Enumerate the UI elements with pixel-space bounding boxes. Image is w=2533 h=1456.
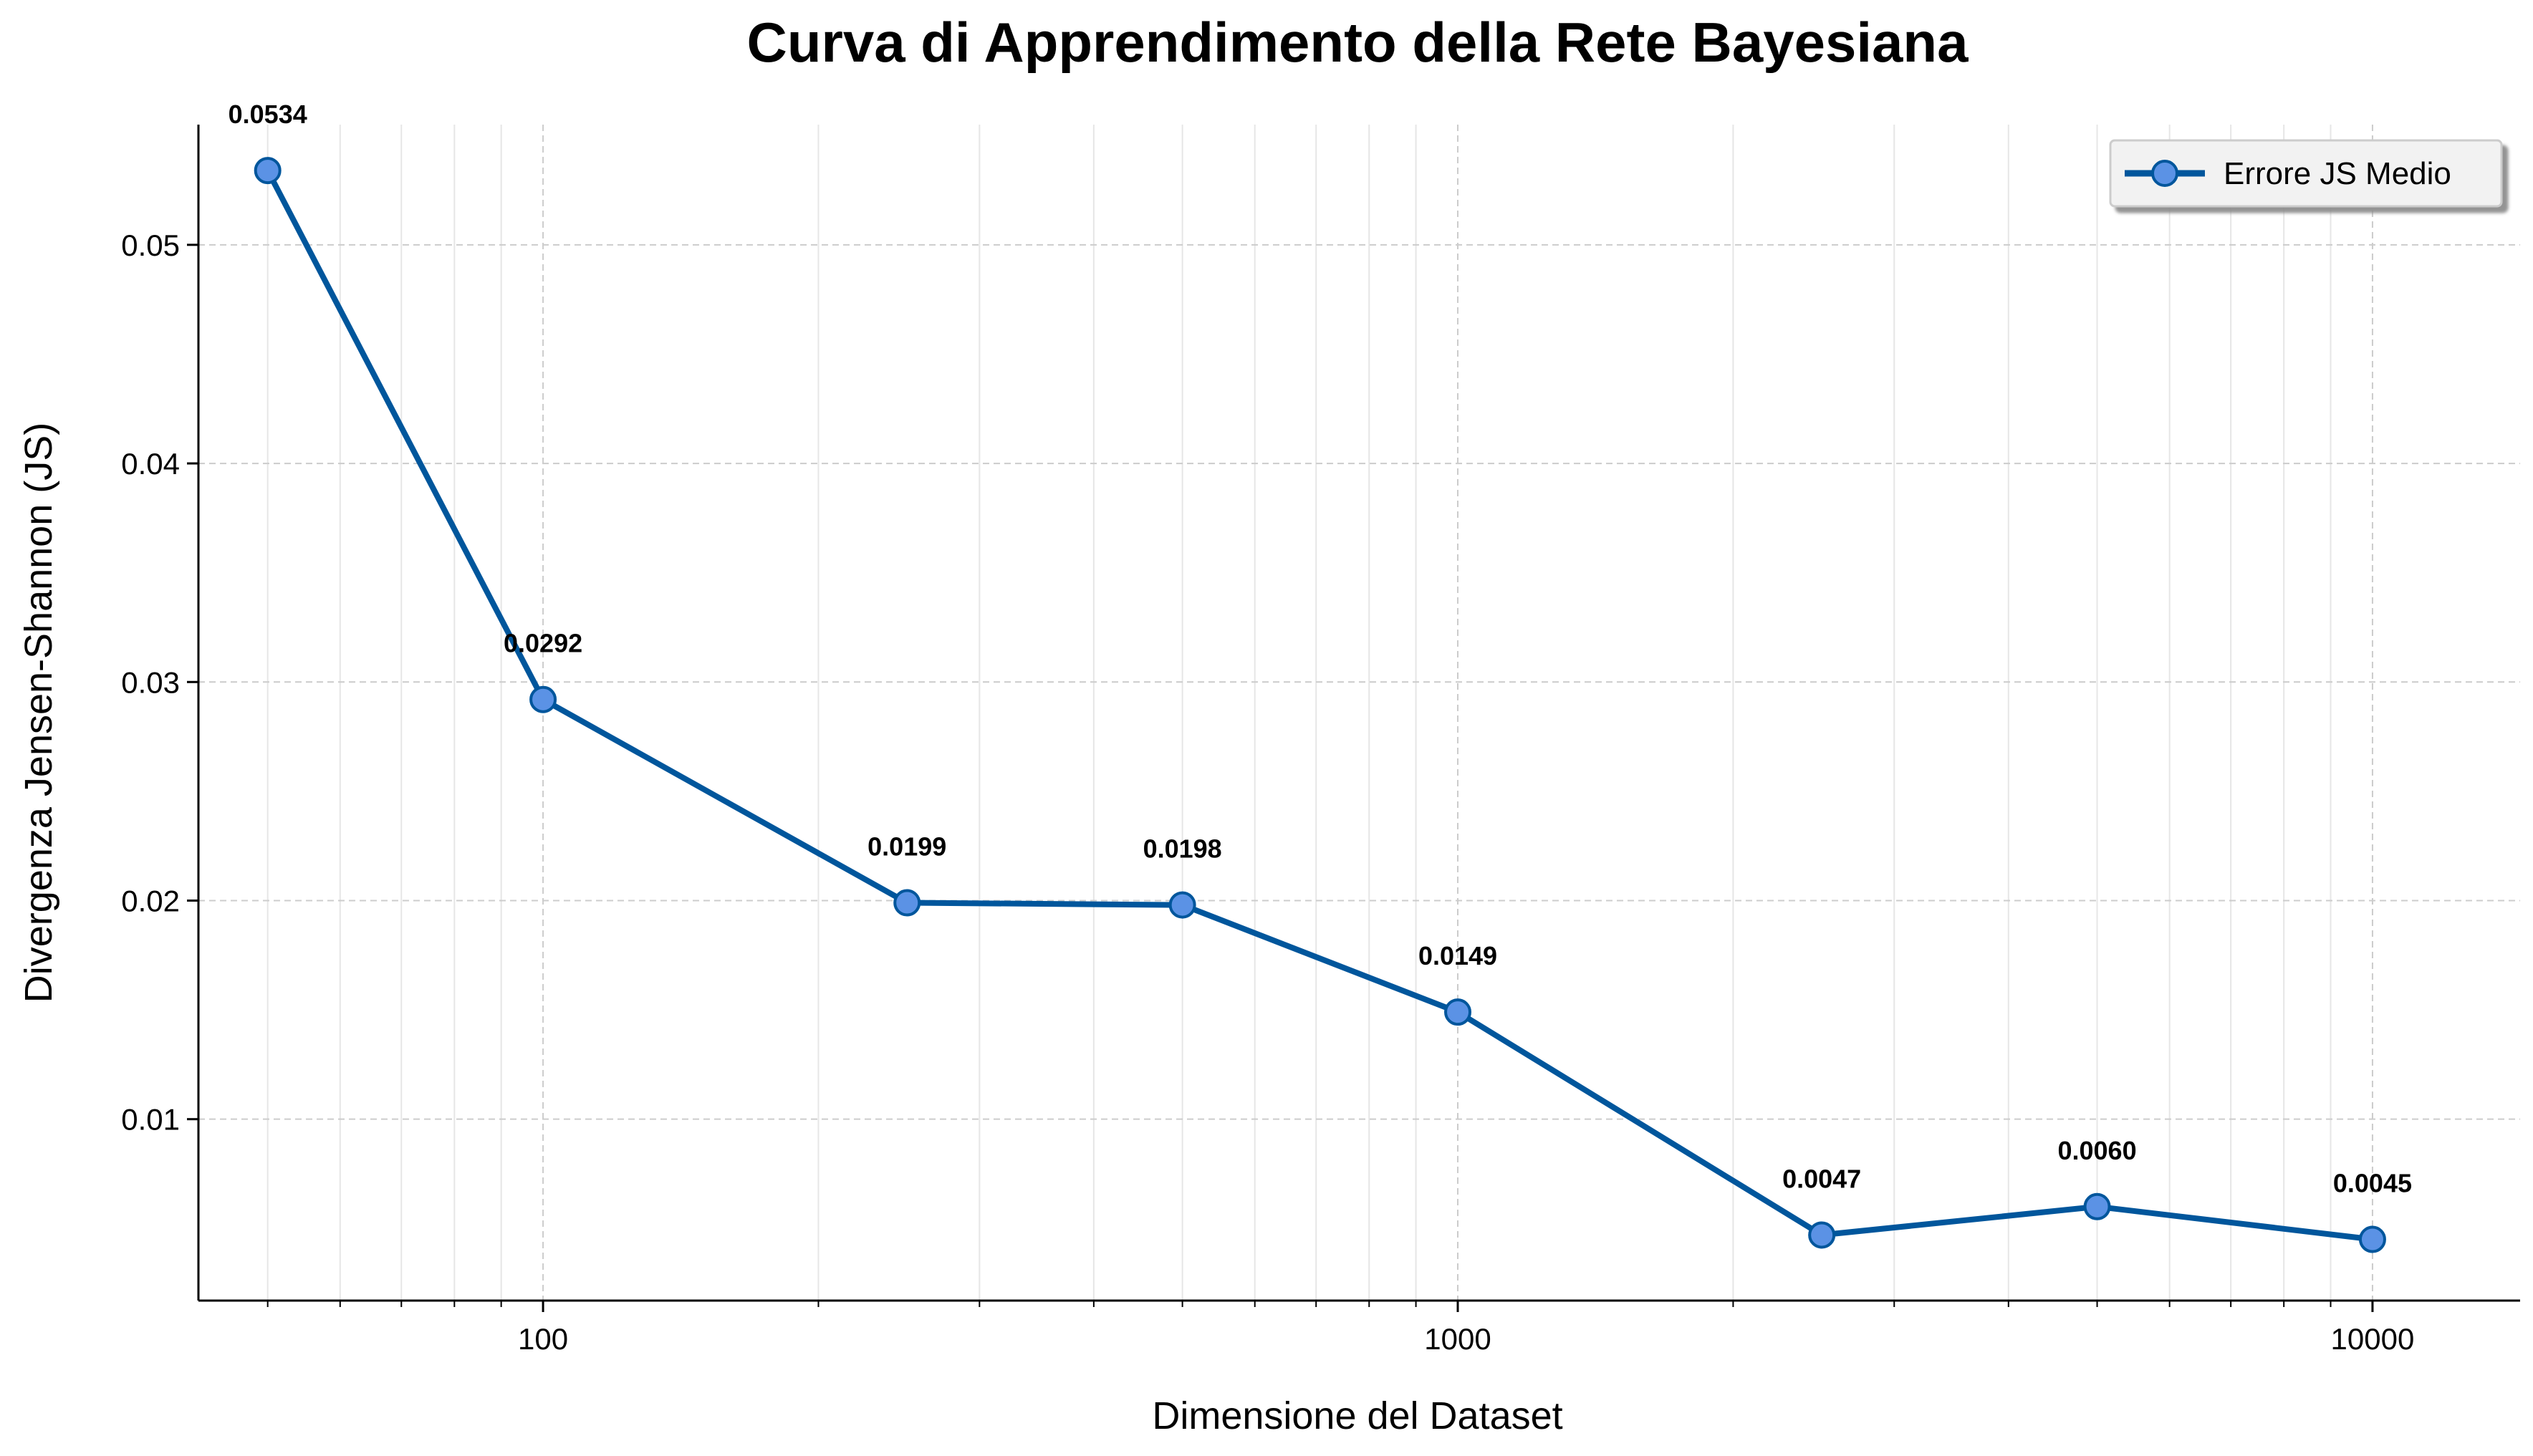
- data-label: 0.0045: [2333, 1169, 2412, 1198]
- data-point: [2083, 1192, 2111, 1220]
- series-layer: [254, 157, 2386, 1253]
- data-label: 0.0199: [867, 832, 946, 862]
- x-tick-label: 1000: [1424, 1322, 1491, 1356]
- y-tick-label: 0.01: [121, 1103, 180, 1137]
- data-label: 0.0534: [229, 100, 307, 129]
- x-axis-label: Dimensione del Dataset: [1152, 1394, 1562, 1437]
- data-point: [893, 889, 921, 917]
- data-point: [1808, 1221, 1836, 1249]
- data-label: 0.0292: [504, 629, 582, 658]
- series-line: [264, 168, 2375, 1243]
- data-label: 0.0047: [1782, 1164, 1861, 1193]
- x-tick-label: 100: [518, 1322, 568, 1356]
- grid-layer: [198, 125, 2520, 1301]
- legend: Errore JS Medio: [2109, 139, 2503, 208]
- data-point: [1444, 998, 1472, 1026]
- legend-box: [2109, 139, 2503, 208]
- legend-entry-label: Errore JS Medio: [2224, 156, 2451, 191]
- chart-title: Curva di Apprendimento della Rete Bayesi…: [747, 11, 1969, 74]
- legend-marker-swatch: [2151, 160, 2178, 187]
- data-point: [1168, 891, 1196, 919]
- y-axis-label: Divergenza Jensen-Shannon (JS): [17, 423, 60, 1003]
- x-tick-label: 10000: [2331, 1322, 2415, 1356]
- y-tick-label: 0.04: [121, 447, 180, 481]
- y-tick-label: 0.05: [121, 228, 180, 262]
- data-label: 0.0198: [1143, 834, 1222, 864]
- data-labels-layer: 0.0534 0.0292 0.0199 0.0198 0.0149 0.0047 0.00…: [229, 100, 2412, 1197]
- data-label: 0.0149: [1418, 941, 1497, 970]
- data-point: [529, 685, 557, 713]
- data-label: 0.0060: [2057, 1136, 2136, 1165]
- data-point: [2358, 1225, 2386, 1253]
- y-tick-label: 0.02: [121, 884, 180, 917]
- data-point: [254, 157, 282, 185]
- axes-layer: 100 1000 10000 0.01 0.02 0.03 0.04 0.05: [121, 125, 2520, 1356]
- y-tick-label: 0.03: [121, 665, 180, 699]
